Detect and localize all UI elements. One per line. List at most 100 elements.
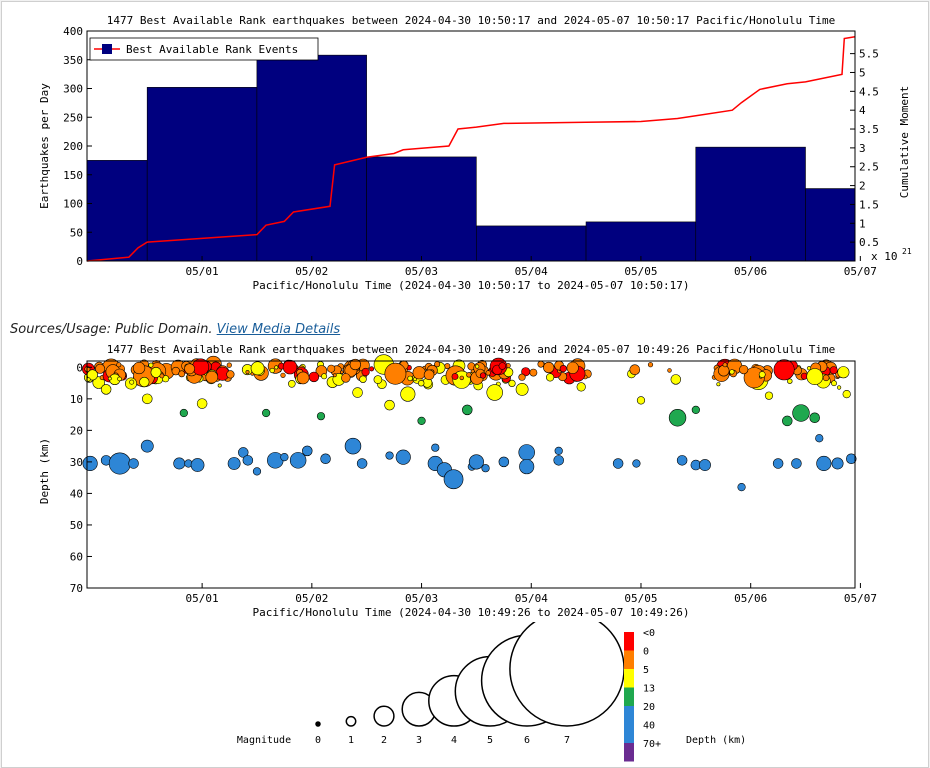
bar-2 [256, 54, 367, 262]
quake-event [636, 396, 646, 405]
quake-event-shallow [407, 375, 413, 382]
quake-event-shallow [459, 375, 464, 381]
depth-color-swatch [624, 724, 634, 743]
x-tick-label: 05/03 [405, 265, 438, 278]
quake-event-shallow [129, 379, 135, 385]
quake-event-deep [431, 443, 440, 452]
magnitude-swatch-1 [345, 715, 357, 727]
y2-multiplier-exponent: 21 [902, 247, 912, 256]
quake-event-deep [108, 452, 131, 475]
quake-event-shallow [508, 379, 516, 388]
y2-tick-label: 4 [859, 104, 866, 117]
magnitude-label: 3 [416, 735, 422, 746]
y-axis-label: Earthquakes per Day [38, 83, 51, 209]
quake-event-deep [554, 446, 563, 455]
magnitude-label: 5 [487, 735, 493, 746]
depth-color-swatch [624, 687, 634, 706]
quake-event-shallow [361, 367, 370, 377]
quake-event-deep [498, 456, 510, 468]
quake-event-shallow [716, 382, 721, 387]
quake-event-shallow [418, 379, 425, 387]
y2-tick-label: 2 [859, 180, 866, 193]
quake-event [417, 416, 426, 426]
magnitude-label: 4 [451, 735, 457, 746]
quake-event-shallow [479, 372, 487, 379]
bar-4 [476, 225, 587, 262]
magnitude-label: 7 [564, 735, 570, 746]
depth-color-label: 13 [643, 684, 655, 695]
view-media-details-link[interactable]: View Media Details [216, 322, 341, 337]
y-tick-label: 350 [63, 54, 83, 67]
y-tick-label: 30 [70, 456, 83, 469]
quake-event-shallow [518, 373, 526, 381]
quake-event [100, 384, 112, 395]
depth-color-swatch [624, 706, 634, 725]
media-caption: Sources/Usage: Public Domain. View Media… [10, 322, 340, 337]
depth-color-swatch [624, 650, 634, 669]
quake-event-shallow [829, 366, 838, 375]
quake-event-deep [344, 437, 362, 455]
quake-event-shallow [466, 372, 472, 378]
quake-event-shallow [475, 364, 480, 369]
quake-event-shallow [836, 385, 842, 390]
y-tick-label: 100 [63, 198, 83, 211]
quake-event-shallow [226, 370, 235, 379]
y-tick-label: 250 [63, 111, 83, 124]
y2-multiplier-label: x 10 [871, 250, 898, 263]
quake-event-shallow [434, 361, 441, 368]
y2-tick-label: 5 [859, 66, 866, 79]
quake-event-deep [846, 453, 857, 464]
magnitude-label: 0 [315, 735, 321, 746]
y2-tick-label: 5.5 [859, 48, 879, 61]
quake-event-shallow [629, 364, 641, 376]
x-tick-label: 05/04 [515, 592, 548, 605]
quake-event-shallow [384, 362, 407, 385]
y2-tick-label: 1 [859, 217, 866, 230]
quake-event-shallow [159, 373, 165, 379]
quake-event-deep [385, 451, 394, 460]
quake-event-shallow [327, 364, 336, 373]
quake-event-shallow [332, 373, 337, 378]
bar-5 [585, 221, 697, 262]
x-tick-label: 05/03 [405, 592, 438, 605]
quake-event-shallow [245, 370, 250, 375]
x-tick-label: 05/02 [295, 265, 328, 278]
quake-event-deep [395, 449, 411, 465]
quake-event-shallow [423, 369, 435, 381]
quake-event-shallow [308, 371, 320, 383]
quake-event-shallow [150, 367, 162, 378]
quake-event [400, 386, 416, 402]
quake-event-deep [553, 455, 564, 466]
quake-event [842, 390, 851, 399]
quake-event-shallow [373, 375, 383, 384]
quake-event-shallow [282, 359, 298, 375]
quake-event-shallow [349, 358, 361, 371]
y2-axis-label: Cumulative Moment [898, 86, 911, 199]
y2-tick-label: 3 [859, 142, 866, 155]
quake-event [462, 404, 473, 416]
quake-event-shallow [148, 362, 154, 368]
x-tick-label: 05/05 [624, 265, 657, 278]
quake-event-deep [238, 447, 249, 458]
x-tick-label: 05/06 [734, 592, 767, 605]
x-tick-label: 05/01 [185, 265, 218, 278]
quake-event-shallow [667, 368, 672, 373]
quake-event-shallow [529, 368, 538, 377]
x-tick-label: 05/06 [734, 265, 767, 278]
quake-event-shallow [339, 370, 344, 375]
bar-7 [805, 188, 856, 262]
depth-color-label: 70+ [643, 739, 661, 750]
plot-frame [86, 360, 856, 589]
x-tick-label: 05/04 [515, 265, 548, 278]
legend-bar-swatch [102, 44, 112, 54]
quake-event [486, 384, 503, 401]
y-tick-label: 70 [70, 582, 83, 595]
quake-event-shallow [359, 375, 367, 383]
quake-event-shallow [412, 366, 426, 380]
y2-tick-label: 2.5 [859, 161, 879, 174]
quake-event-deep [468, 454, 484, 470]
quake-event-shallow [451, 373, 459, 380]
quake-event-shallow [758, 371, 766, 378]
quake-event-deep [612, 458, 624, 469]
quake-event-shallow [107, 376, 112, 381]
